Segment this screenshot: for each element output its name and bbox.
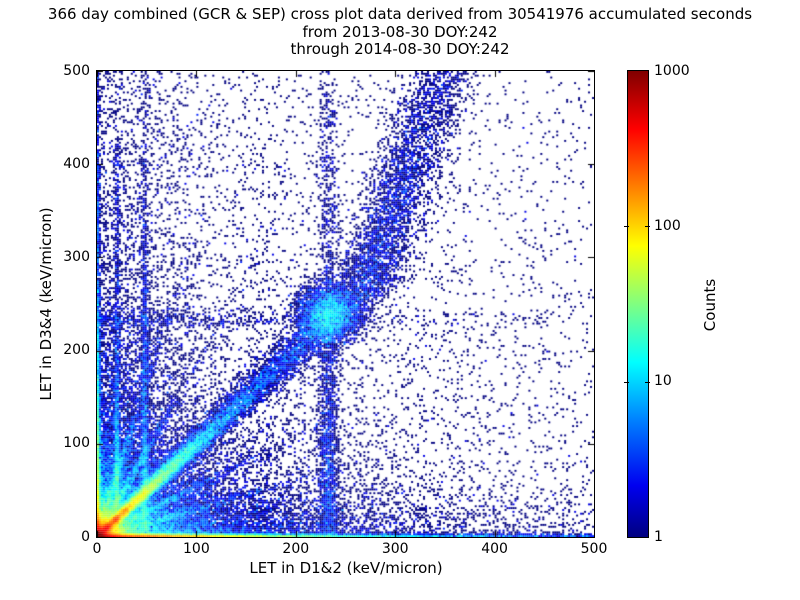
y-axis-label: LET in D3&4 (keV/micron) [37, 207, 55, 401]
x-tick-label: 400 [481, 541, 508, 557]
colorbar-label: Counts [701, 278, 719, 332]
colorbar-tick-mark [624, 226, 629, 227]
title-line-2: from 2013-08-30 DOY:242 [302, 22, 498, 41]
x-axis-label: LET in D1&2 (keV/micron) [249, 559, 443, 577]
colorbar-tick-label: 1000 [654, 62, 690, 79]
x-tick-label: 0 [92, 541, 102, 557]
title-line-1: 366 day combined (GCR & SEP) cross plot … [47, 5, 753, 23]
y-tick-label: 200 [63, 342, 90, 359]
colorbar-tick-label: 10 [654, 373, 672, 390]
colorbar-tick-mark [645, 382, 650, 383]
x-tick-label: 100 [183, 541, 210, 557]
y-tick-label: 100 [63, 435, 90, 452]
colorbar-tick-mark [645, 226, 650, 227]
x-tick-label: 500 [580, 541, 608, 557]
x-tick-label: 200 [282, 541, 310, 557]
plot-canvas [96, 70, 595, 538]
y-tick-label: 400 [63, 155, 90, 172]
y-tick-label: 0 [81, 528, 90, 545]
chart-title: 366 day combined (GCR & SEP) cross plot … [0, 5, 800, 59]
colorbar-tick-label: 1 [654, 528, 663, 545]
y-tick-label: 500 [63, 62, 90, 79]
colorbar-tick-label: 100 [654, 217, 681, 234]
title-line-3: through 2014-08-30 DOY:242 [290, 40, 510, 58]
colorbar-tick-mark [624, 382, 629, 383]
y-tick-label: 300 [63, 248, 90, 265]
x-tick-label: 300 [381, 541, 409, 557]
colorbar [627, 70, 649, 538]
